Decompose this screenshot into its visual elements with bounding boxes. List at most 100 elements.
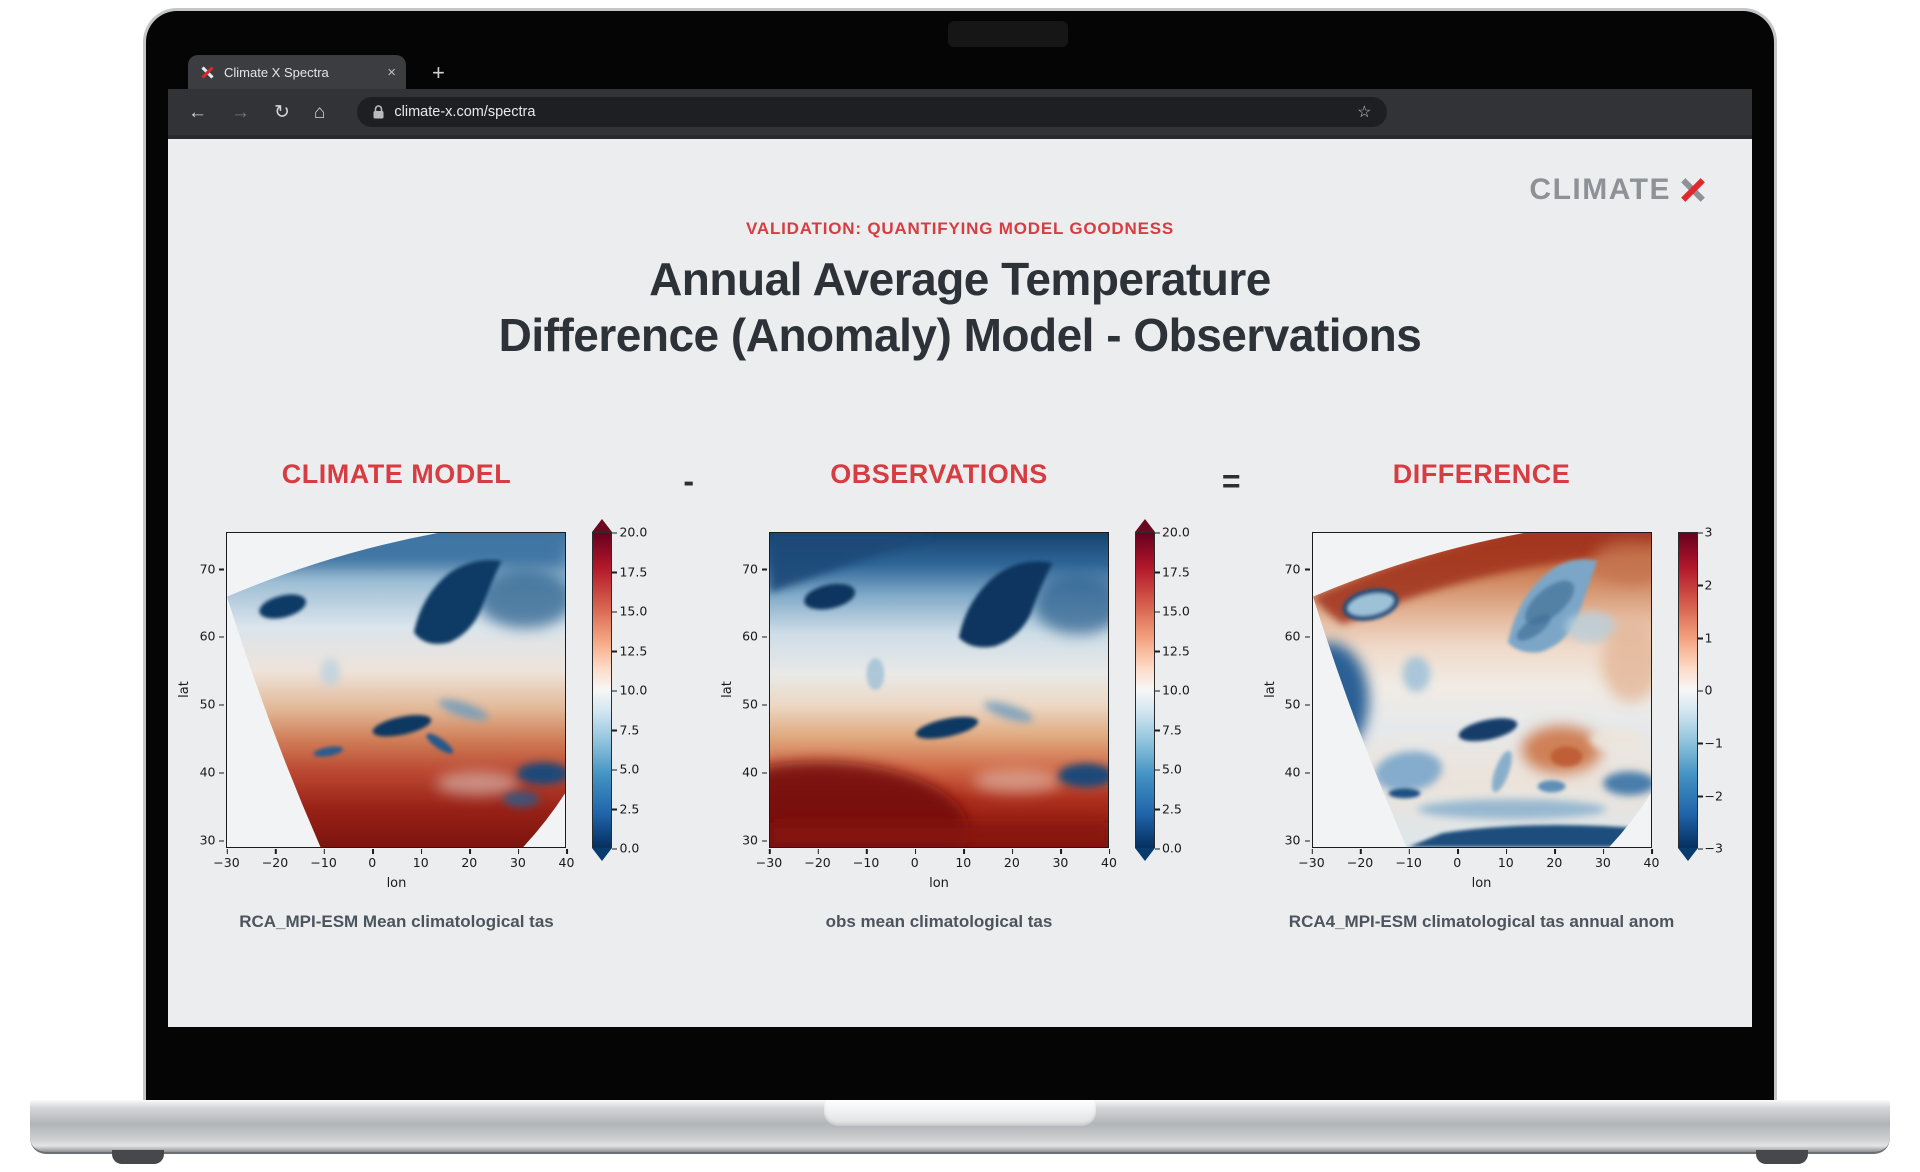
panel-observations: OBSERVATIONS lat 70 60 50 40 30 (711, 459, 1210, 932)
back-icon[interactable]: ← (188, 101, 207, 123)
observations-map-art (769, 533, 1108, 848)
map-plot-difference (1311, 532, 1652, 849)
home-icon[interactable]: ⌂ (313, 101, 326, 123)
x-axis-label: lon (386, 876, 407, 892)
colorbar-tick-label: 2.5 (612, 801, 640, 817)
colorbar-tick-label: 0 (1697, 682, 1713, 698)
map-figure-difference: lat 70 60 50 40 30 (1262, 525, 1742, 892)
x-tick-label: 20 (1003, 849, 1020, 871)
climate-model-map-art (227, 533, 566, 848)
x-tick-label: 10 (1497, 849, 1514, 871)
lock-icon (373, 105, 384, 119)
caption-climate-model: RCA_MPI-ESM Mean climatological tas (239, 912, 554, 932)
x-tick-label: 0 (910, 849, 919, 871)
colorbar-tick-label: 10.0 (612, 682, 648, 698)
laptop-base (30, 1100, 1890, 1154)
y-tick-label: 50 (742, 696, 767, 712)
x-tick-label: −10 (852, 849, 880, 871)
x-tick-label: −10 (310, 849, 337, 871)
colorbar-extend-min-arrow (1134, 848, 1155, 862)
x-tick-label: 20 (461, 849, 478, 871)
colorbar-tick-label: 3 (1697, 524, 1713, 540)
colorbar-difference: 3 2 1 0 −1 −2 −3 (1677, 525, 1723, 862)
x-tick-label: −20 (1346, 849, 1374, 871)
colorbar-extend-max-arrow (1134, 519, 1155, 533)
x-axis-label: lon (1471, 876, 1492, 892)
y-tick-label: 40 (742, 764, 767, 780)
colorbar-extend-min-arrow (592, 848, 613, 862)
colorbar-tick-label: 20.0 (612, 524, 648, 540)
colorbar-tick-label: 17.5 (612, 564, 648, 580)
new-tab-button[interactable]: + (432, 60, 445, 85)
y-tick-label: 50 (199, 696, 225, 712)
colorbar-tick-label: 1 (1697, 630, 1713, 646)
camera-housing (948, 21, 1068, 47)
y-tick-label: 30 (742, 832, 767, 848)
y-axis-ticks: 70 60 50 40 30 (1264, 532, 1311, 848)
x-tick-label: 30 (1594, 849, 1611, 871)
colorbar-extend-max-arrow (592, 519, 613, 533)
x-axis-ticks: −30 −20 −10 0 10 20 30 40 (213, 849, 574, 871)
y-axis-ticks: 70 60 50 40 30 (721, 532, 768, 848)
x-tick-label: 40 (1643, 849, 1660, 871)
laptop-lid-notch (824, 1100, 1096, 1126)
map-figure-observations: lat 70 60 50 40 30 (720, 519, 1199, 891)
y-tick-label: 60 (199, 628, 225, 644)
map-plot-observations (768, 532, 1109, 849)
bookmark-star-icon[interactable]: ☆ (1357, 104, 1372, 121)
page-title: Annual Average Temperature Difference (A… (168, 251, 1752, 363)
forward-icon[interactable]: → (231, 101, 250, 123)
webpage-content: CLIMATE VALIDATION: QUANTIFYING MODEL GO… (168, 139, 1752, 1027)
tab-close-icon[interactable]: × (387, 63, 396, 81)
colorbar-tick-label: 15.0 (612, 603, 648, 619)
colorbar-climate-model: 20.0 17.5 15.0 12.5 10.0 7.5 5.0 2.5 0.0 (592, 519, 647, 862)
colorbar-tick-label: −1 (1697, 735, 1723, 751)
browser-tab[interactable]: Climate X Spectra × (188, 55, 406, 89)
x-tick-label: −10 (1395, 849, 1422, 871)
colorbar-tick-label: 2.5 (1155, 801, 1182, 817)
x-axis-ticks: −30 −20 −10 0 10 20 30 40 (1298, 849, 1659, 871)
reload-icon[interactable]: ↻ (274, 101, 290, 123)
y-tick-label: 40 (199, 764, 225, 780)
y-tick-label: 70 (199, 561, 225, 577)
x-tick-label: 30 (509, 849, 526, 871)
colorbar-tick-label: 12.5 (612, 643, 648, 659)
y-tick-label: 60 (742, 628, 767, 644)
colorbar-observations: 20.0 17.5 15.0 12.5 10.0 7.5 5.0 2.5 0.0 (1134, 519, 1190, 862)
url-bar[interactable]: climate-x.com/spectra ☆ (357, 97, 1388, 127)
colorbar-tick-label: −3 (1697, 840, 1723, 856)
colorbar-tick-label: 0.0 (1155, 840, 1182, 856)
operator-equals: = (1221, 463, 1241, 500)
colorbar-tick-label: 20.0 (1155, 524, 1190, 540)
x-tick-label: 40 (1101, 849, 1117, 871)
panel-heading-observations: OBSERVATIONS (830, 459, 1048, 490)
browser-window: Climate X Spectra × + ← → ↻ ⌂ (168, 49, 1752, 1100)
colorbar-gradient (592, 532, 613, 849)
browser-toolbar: ← → ↻ ⌂ climate-x.com/spectra ☆ (168, 89, 1752, 135)
x-tick-label: −20 (804, 849, 831, 871)
x-tick-label: 20 (1546, 849, 1563, 871)
site-header: CLIMATE (168, 139, 1752, 207)
difference-map-art (1312, 533, 1651, 848)
y-tick-label: 30 (1284, 832, 1310, 848)
colorbar-gradient (1677, 532, 1698, 849)
caption-observations: obs mean climatological tas (825, 912, 1053, 932)
y-tick-label: 30 (199, 832, 225, 848)
x-axis-label: lon (929, 876, 949, 892)
x-tick-label: −20 (261, 849, 289, 871)
y-tick-label: 50 (1284, 696, 1310, 712)
x-tick-label: 10 (955, 849, 972, 871)
colorbar-tick-label: 17.5 (1155, 564, 1190, 580)
operator-minus: - (683, 463, 695, 500)
logo-x-icon (1681, 178, 1705, 202)
panel-difference: DIFFERENCE lat 70 60 50 40 30 (1253, 459, 1752, 932)
x-axis-ticks: −30 −20 −10 0 10 20 30 40 (756, 849, 1117, 871)
y-tick-label: 70 (742, 561, 767, 577)
page-title-line2: Difference (Anomaly) Model - Observation… (498, 309, 1422, 362)
tab-title: Climate X Spectra (224, 64, 329, 80)
y-tick-label: 60 (1284, 628, 1310, 644)
colorbar-tick-label: 2 (1697, 577, 1713, 593)
panel-climate-model: CLIMATE MODEL lat 70 60 50 40 30 (168, 459, 667, 932)
logo-text: CLIMATE (1529, 173, 1671, 206)
